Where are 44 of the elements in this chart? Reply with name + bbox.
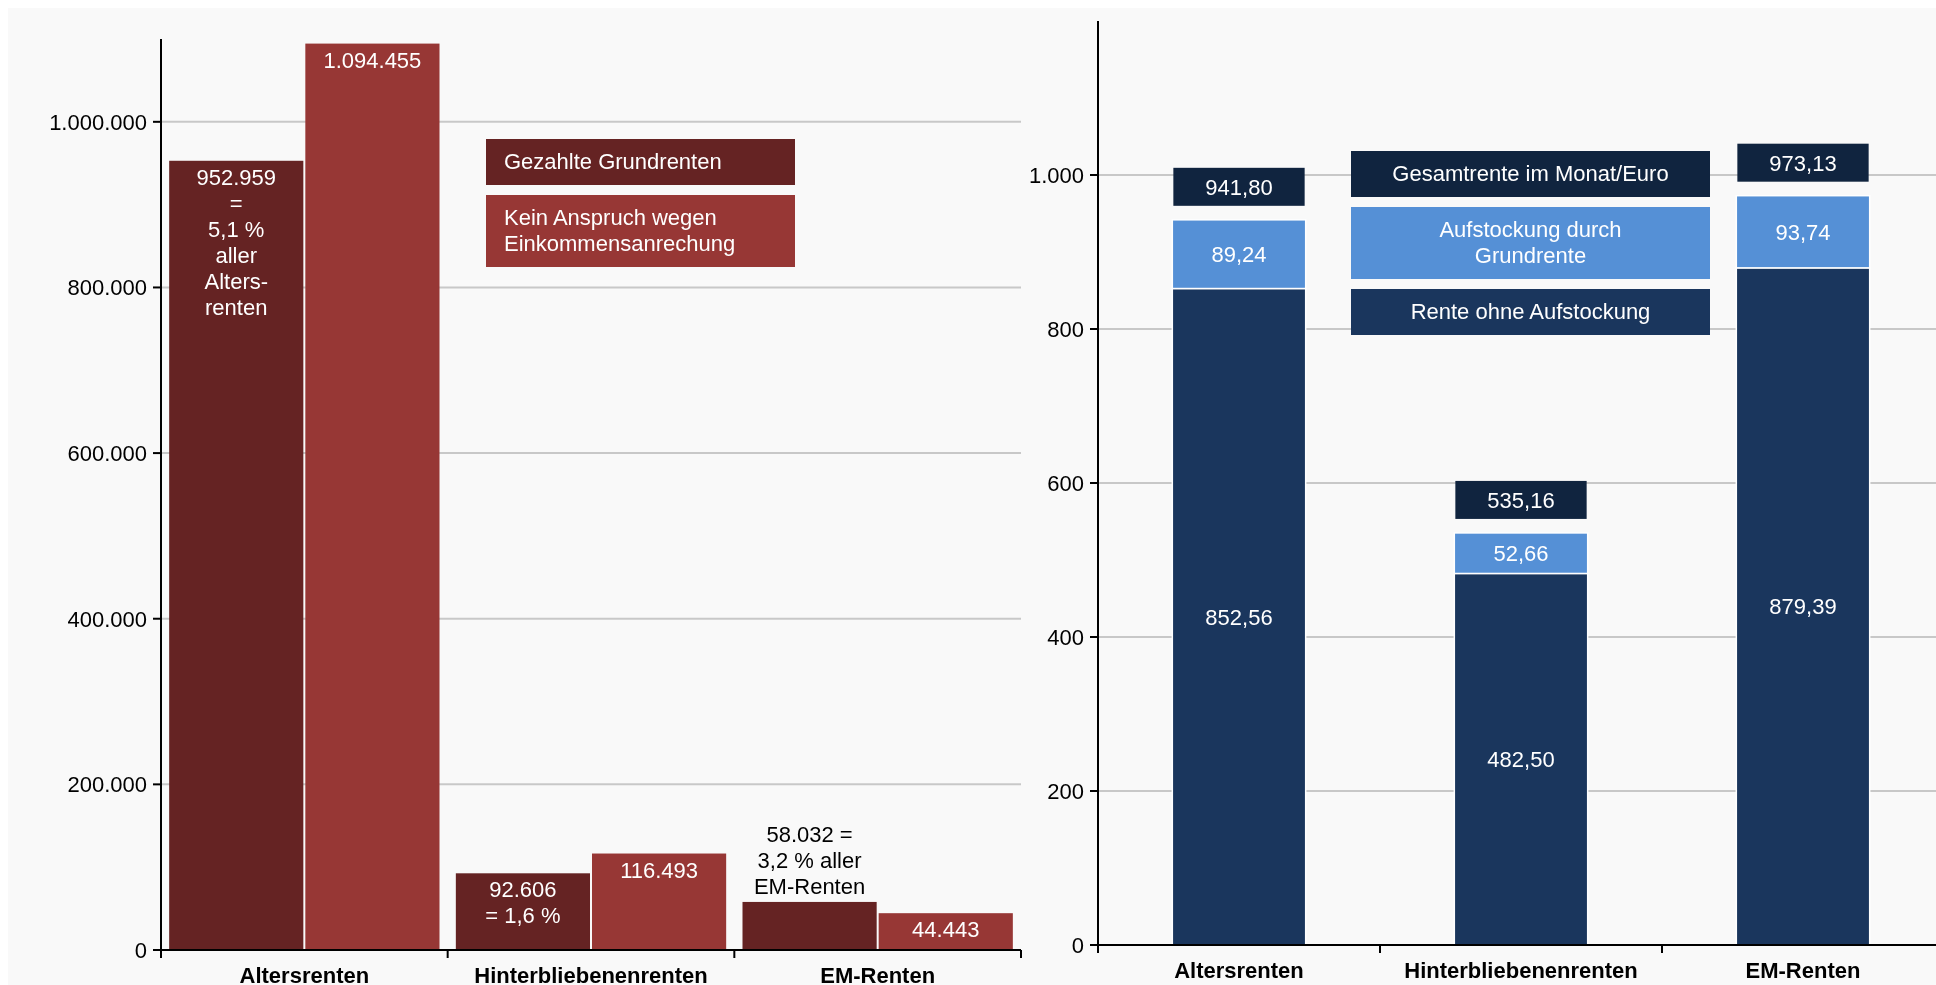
data-label: 879,39 [1769, 594, 1837, 620]
data-label: 952.959 = 5,1 % aller Alters- renten [196, 164, 277, 320]
legend-entry: Aufstockung durch Grundrente [1351, 207, 1710, 279]
data-label: 852,56 [1205, 604, 1273, 630]
total-label: 535,16 [1487, 487, 1555, 513]
legend-entry: Rente ohne Aufstockung [1351, 289, 1710, 335]
bar [169, 160, 304, 950]
total-label: 941,80 [1205, 174, 1273, 200]
total-label: 973,13 [1769, 150, 1837, 176]
data-label: 116.493 [620, 857, 699, 883]
x-tick-label: Hinterbliebenenrenten [1404, 958, 1638, 983]
data-label: 1.094.455 [323, 47, 422, 73]
y-tick-label: 400.000 [67, 606, 147, 632]
bar [455, 873, 590, 950]
data-label: 93,74 [1775, 219, 1831, 245]
data-label: 44.443 [912, 917, 980, 943]
data-label: 89,24 [1211, 242, 1267, 268]
data-label: 58.032 = 3,2 % aller EM-Renten [753, 821, 866, 899]
annotation: Gesamtrente im Monat/Euro [1392, 161, 1669, 186]
x-tick-label: Altersrenten [239, 963, 370, 985]
legend-entry: Kein Anspruch wegen Einkommensanrechung [486, 195, 795, 267]
y-tick-label: 1.000 [1028, 163, 1084, 188]
data-label: 482,50 [1487, 747, 1555, 773]
bar [592, 853, 727, 950]
legend-entry: Gezahlte Grundrenten [486, 139, 795, 185]
bar [305, 43, 440, 950]
x-tick-label: EM-Renten [1745, 958, 1861, 983]
y-tick-label: 200 [1047, 779, 1084, 804]
x-tick-label: Altersrenten [1174, 958, 1304, 983]
y-tick-label: 200.000 [67, 772, 147, 798]
x-tick-label: Hinterbliebenenrenten [474, 963, 708, 985]
bar [742, 901, 877, 950]
data-label: 52,66 [1493, 541, 1549, 567]
y-tick-label: 0 [134, 938, 147, 963]
legend-entry: Gesamtrente im Monat/Euro [1351, 151, 1710, 197]
y-tick-label: 400 [1047, 625, 1084, 650]
x-tick-label: EM-Renten [820, 963, 936, 985]
y-tick-label: 800.000 [67, 275, 147, 301]
y-tick-label: 800 [1047, 317, 1084, 342]
y-tick-label: 0 [1071, 933, 1084, 958]
y-tick-label: 1.000.000 [49, 109, 147, 135]
data-label: 92.606 = 1,6 % [485, 877, 561, 929]
y-tick-label: 600.000 [67, 441, 147, 467]
y-tick-label: 600 [1047, 471, 1084, 496]
